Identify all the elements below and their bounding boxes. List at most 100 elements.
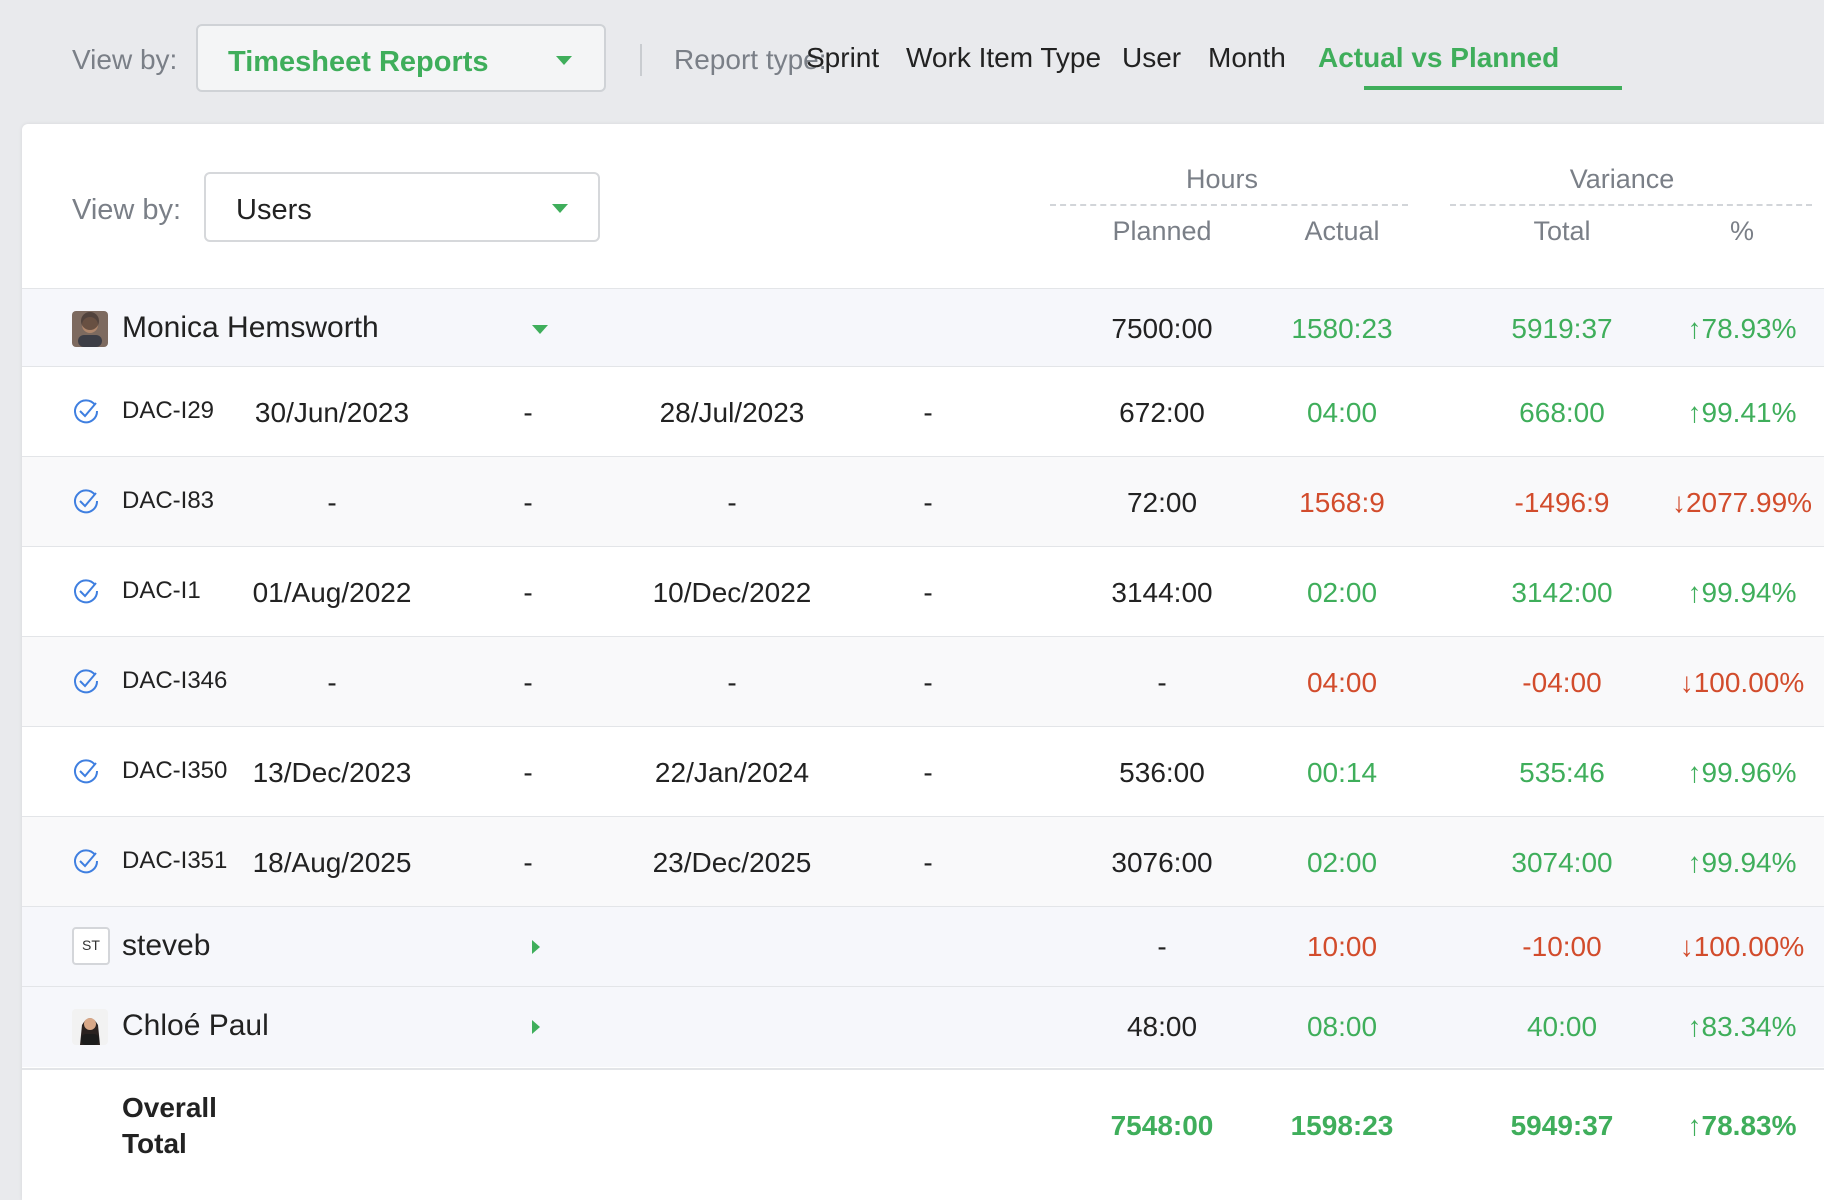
planned-hours: - [1157, 667, 1167, 698]
end-extra: - [923, 397, 933, 428]
user-row[interactable]: Monica Hemsworth 7500:00 1580:23 5919:37… [22, 288, 1824, 367]
variance-group-divider [1450, 204, 1812, 206]
start-date: 13/Dec/2023 [252, 757, 412, 788]
column-variance-percent[interactable]: % [1729, 216, 1754, 246]
column-planned[interactable]: Planned [1112, 216, 1212, 246]
check-circle-icon [74, 489, 99, 514]
work-item-row[interactable]: DAC-I1 01/Aug/2022 - 10/Dec/2022 - 3144:… [22, 546, 1824, 637]
work-item-id[interactable]: DAC-I351 [122, 847, 228, 874]
work-item-id[interactable]: DAC-I350 [122, 757, 228, 784]
variance-total: 40:00 [1526, 1011, 1598, 1042]
end-extra: - [923, 667, 933, 698]
start-date: 30/Jun/2023 [254, 397, 410, 428]
collapse-toggle[interactable] [532, 325, 548, 334]
variance-total: 3142:00 [1511, 577, 1613, 608]
variance-percent: ↑99.96% [1687, 757, 1797, 788]
variance-total: 535:46 [1519, 757, 1605, 788]
start-date: 18/Aug/2025 [252, 847, 412, 878]
check-circle-icon [74, 669, 99, 694]
tab-actual-vs-planned[interactable]: Actual vs Planned [1318, 42, 1560, 73]
chevron-down-icon [532, 325, 548, 334]
planned-hours: 48:00 [1126, 1011, 1198, 1042]
overall-total-row: Overall Total 7548:00 1598:23 5949:37 ↑7… [22, 1068, 1824, 1200]
variance-total: 5919:37 [1511, 313, 1613, 344]
work-item-row[interactable]: DAC-I83 - - - - 72:00 1568:9 -1496:9 ↓20… [22, 456, 1824, 547]
start-extra: - [523, 397, 533, 428]
report-panel: View by: Users Hours Variance Planned Ac… [22, 124, 1824, 1200]
tab-sprint[interactable]: Sprint [806, 42, 880, 73]
variance-percent: ↑99.94% [1687, 847, 1797, 878]
planned-hours: 672:00 [1119, 397, 1205, 428]
work-item-row[interactable]: DAC-I346 - - - - - 04:00 -04:00 ↓100.00% [22, 636, 1824, 727]
overall-label-line2: Total [122, 1128, 187, 1159]
work-item-id[interactable]: DAC-I1 [122, 577, 201, 604]
variance-total: 3074:00 [1511, 847, 1613, 878]
view-by-value: Timesheet Reports [228, 46, 489, 78]
end-date: 22/Jan/2024 [654, 757, 810, 788]
planned-hours: 3076:00 [1111, 847, 1213, 878]
work-item-row[interactable]: DAC-I29 30/Jun/2023 - 28/Jul/2023 - 672:… [22, 366, 1824, 457]
end-date: 23/Dec/2025 [652, 847, 812, 878]
work-item-id[interactable]: DAC-I346 [122, 667, 228, 694]
column-actual[interactable]: Actual [1304, 216, 1380, 246]
variance-percent: ↓100.00% [1679, 931, 1805, 962]
active-tab-indicator [1364, 86, 1622, 90]
variance-percent: ↑99.41% [1687, 397, 1797, 428]
variance-percent: ↓100.00% [1679, 667, 1805, 698]
variance-percent: ↑83.34% [1687, 1011, 1797, 1042]
avatar [72, 311, 108, 347]
user-name[interactable]: Monica Hemsworth [122, 311, 379, 344]
variance-percent: ↑99.94% [1687, 577, 1797, 608]
planned-hours: - [1157, 931, 1167, 962]
work-item-id[interactable]: DAC-I83 [122, 487, 215, 514]
toolbar-divider [640, 44, 642, 76]
column-variance-total[interactable]: Total [1533, 216, 1591, 246]
variance-total: -04:00 [1522, 667, 1602, 698]
total-variance-percent: ↑78.83% [1687, 1110, 1797, 1141]
end-date: 10/Dec/2022 [652, 577, 812, 608]
planned-hours: 3144:00 [1111, 577, 1213, 608]
total-planned-hours: 7548:00 [1110, 1110, 1214, 1141]
view-by-dropdown[interactable]: Timesheet Reports [196, 24, 606, 92]
user-row[interactable]: ST steveb - 10:00 -10:00 ↓100.00% [22, 906, 1824, 987]
planned-hours: 7500:00 [1111, 313, 1213, 344]
end-date: - [727, 667, 737, 698]
start-extra: - [523, 667, 533, 698]
work-item-row[interactable]: DAC-I350 13/Dec/2023 - 22/Jan/2024 - 536… [22, 726, 1824, 817]
work-item-row[interactable]: DAC-I351 18/Aug/2025 - 23/Dec/2025 - 307… [22, 816, 1824, 907]
start-extra: - [523, 847, 533, 878]
end-date: 28/Jul/2023 [659, 397, 805, 428]
check-circle-icon [74, 399, 99, 424]
tab-work-item-type[interactable]: Work Item Type [906, 42, 1102, 73]
end-extra: - [923, 757, 933, 788]
user-name[interactable]: Chloé Paul [122, 1009, 269, 1042]
chevron-right-icon [532, 940, 540, 954]
hours-group-divider [1050, 204, 1408, 206]
variance-percent: ↑78.93% [1687, 313, 1797, 344]
overall-total-label: Overall Total [122, 1090, 242, 1162]
expand-toggle[interactable] [532, 940, 540, 954]
total-variance: 5949:37 [1510, 1110, 1614, 1141]
work-item-id[interactable]: DAC-I29 [122, 397, 215, 424]
check-circle-icon [74, 759, 99, 784]
tab-user[interactable]: User [1122, 42, 1182, 73]
start-date: - [327, 487, 337, 518]
start-date: 01/Aug/2022 [252, 577, 412, 608]
avatar [72, 1009, 108, 1045]
start-extra: - [523, 577, 533, 608]
actual-hours: 1568:9 [1299, 487, 1385, 518]
user-name[interactable]: steveb [122, 929, 211, 962]
planned-hours: 72:00 [1126, 487, 1198, 518]
actual-hours: 08:00 [1306, 1011, 1378, 1042]
view-by-label: View by: [72, 44, 178, 75]
variance-total: -10:00 [1522, 931, 1602, 962]
panel-view-by-dropdown[interactable]: Users [204, 172, 600, 242]
tab-month[interactable]: Month [1208, 42, 1286, 73]
end-date: - [727, 487, 737, 518]
avatar: ST [72, 927, 110, 965]
check-circle-icon [74, 849, 99, 874]
user-row[interactable]: Chloé Paul 48:00 08:00 40:00 ↑83.34% [22, 986, 1824, 1067]
overall-label-line1: Overall [122, 1092, 217, 1123]
hours-group-header: Hours [1185, 164, 1259, 194]
expand-toggle[interactable] [532, 1020, 540, 1034]
